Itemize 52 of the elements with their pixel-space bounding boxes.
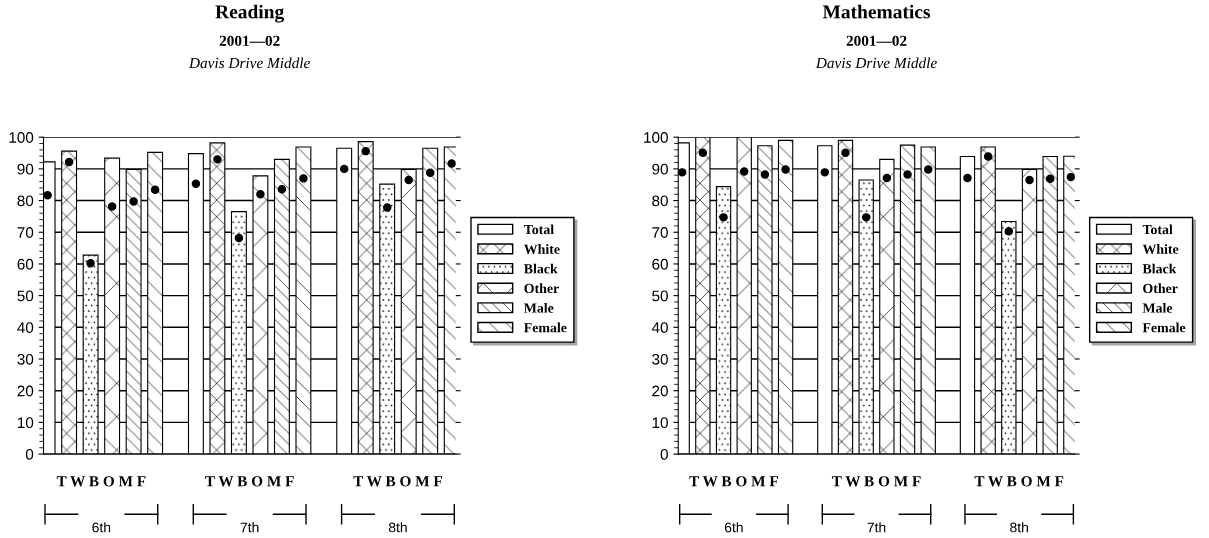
y-tick-label: 0 [25, 448, 34, 460]
chart-subtitle: 2001—02 [846, 35, 907, 46]
y-tick-label: 70 [17, 227, 34, 238]
y-tick-label: 30 [17, 353, 34, 365]
y-tick-label: 80 [652, 195, 668, 207]
x-tick-label: 7th [867, 522, 886, 533]
y-tick-label: 70 [652, 227, 668, 238]
legend-label: Total [1142, 224, 1173, 235]
text: T W B O M F [831, 476, 921, 487]
x-tick-label: 6th [92, 522, 111, 533]
text: T W B O M F [56, 476, 146, 487]
y-tick-label: 20 [17, 385, 34, 397]
text: T W B O M F [689, 476, 778, 487]
y-tick-label: 40 [17, 322, 34, 334]
legend-label: Female [1142, 322, 1186, 333]
text: Davis Drive Middle [188, 57, 310, 69]
y-tick-label: 100 [9, 132, 34, 143]
legend-label: Female [524, 322, 567, 333]
y-tick-label: 50 [652, 290, 668, 302]
y-tick-label: 60 [17, 258, 34, 270]
y-tick-label: 40 [651, 322, 668, 334]
y-tick-label: 20 [652, 385, 668, 397]
y-tick-label: 90 [652, 163, 668, 175]
legend-label: Total [523, 224, 554, 235]
text: Davis Drive Middle [815, 57, 937, 69]
legend-label: Other [1143, 283, 1178, 294]
y-tick-label: 10 [652, 417, 668, 429]
y-tick-label: 50 [17, 290, 34, 302]
chart-subtitle: 2001—02 [219, 35, 280, 46]
y-tick-label: 90 [17, 163, 34, 175]
legend-label: Other [524, 283, 559, 294]
legend-label: Male [1142, 302, 1173, 313]
y-tick-label: 60 [652, 258, 668, 270]
legend-label: White [1142, 244, 1179, 254]
legend-label: Black [523, 263, 558, 274]
y-tick-label: 100 [644, 132, 668, 143]
legend-label: Black [1142, 263, 1177, 274]
x-tick-label: 8th [1010, 522, 1028, 533]
x-tick-label: 8th [388, 522, 407, 533]
y-tick-label: 10 [17, 417, 34, 429]
legend-label: Male [524, 302, 554, 313]
text: T W B O M F [353, 476, 443, 487]
text: T W B O M F [974, 476, 1064, 487]
y-tick-label: 80 [17, 195, 34, 207]
chart-title: Reading [215, 4, 285, 23]
x-tick-label: 7th [240, 522, 259, 533]
chart-title: Mathematics [822, 4, 931, 19]
y-tick-label: 0 [660, 448, 668, 460]
x-tick-label: 6th [724, 522, 743, 533]
text: T W B O M F [205, 476, 294, 487]
legend-label: White [523, 244, 560, 254]
y-tick-label: 30 [652, 353, 668, 365]
